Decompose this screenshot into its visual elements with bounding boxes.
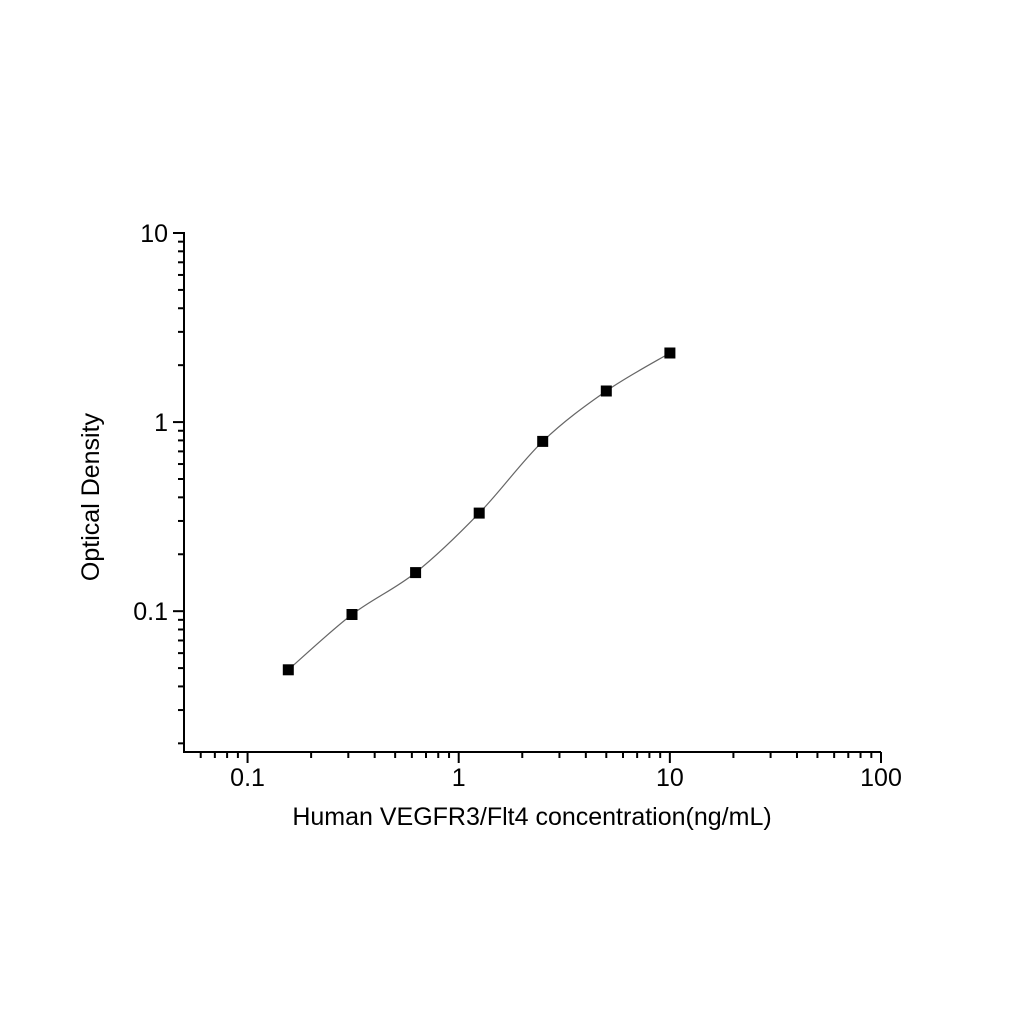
- y-tick-label: 10: [140, 220, 168, 248]
- plot-area: 0.1 1 10 100 0.1 1 10: [133, 220, 902, 792]
- y-tick-label: 1: [154, 409, 168, 437]
- data-point-marker: [410, 567, 422, 579]
- x-tick-label: 10: [656, 764, 684, 792]
- data-point-marker: [346, 609, 358, 620]
- y-axis-label: Optical Density: [77, 412, 105, 581]
- data-point-marker: [537, 435, 549, 447]
- x-axis-label: Human VEGFR3/Flt4 concentration(ng/mL): [292, 803, 771, 831]
- data-point-marker: [282, 664, 294, 676]
- x-tick-label: 100: [860, 764, 902, 792]
- data-point-marker: [473, 507, 485, 519]
- y-tick-label: 0.1: [133, 598, 168, 626]
- data-point-marker: [600, 385, 612, 397]
- x-tick-label: 1: [452, 764, 466, 792]
- x-tick-label: 0.1: [230, 764, 265, 792]
- data-point-marker: [664, 347, 676, 359]
